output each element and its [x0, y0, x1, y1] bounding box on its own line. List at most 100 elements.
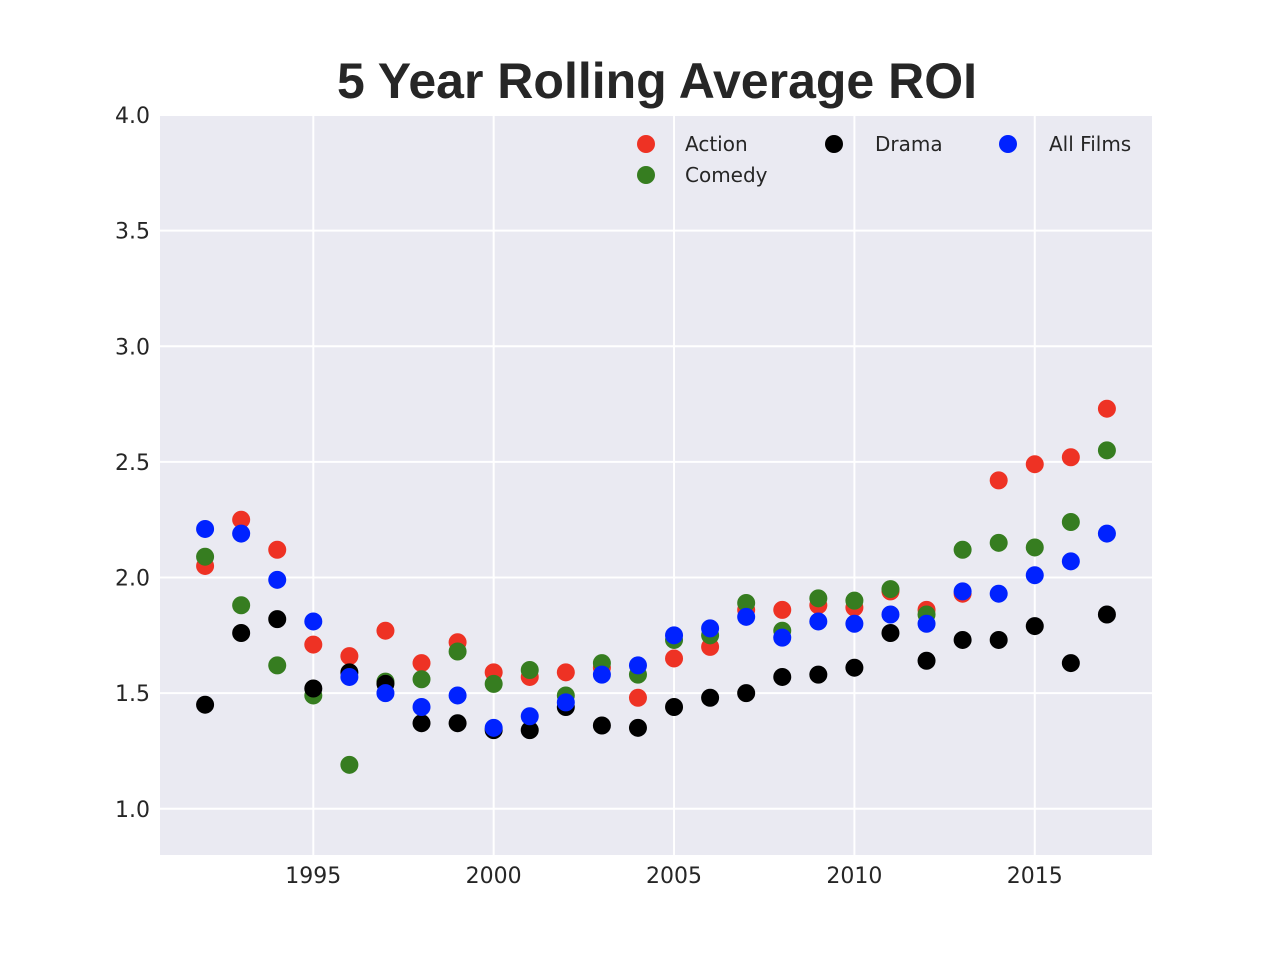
point-all-films — [592, 665, 611, 684]
point-comedy — [232, 596, 251, 615]
point-all-films — [881, 605, 900, 624]
tick-labels: 1995 2000 2005 2010 2015 1.0 1.5 2.0 2.5 3.0 3.5 4.… — [115, 104, 1063, 889]
point-comedy — [881, 580, 900, 599]
point-all-films — [628, 656, 647, 675]
point-all-films — [412, 698, 431, 716]
point-drama — [268, 610, 287, 629]
point-action — [1025, 455, 1044, 474]
y-tick-label: 4.0 — [115, 104, 150, 129]
point-comedy — [737, 593, 756, 612]
point-action — [268, 540, 287, 559]
x-tick-label: 2015 — [1007, 864, 1063, 889]
point-comedy — [412, 670, 431, 689]
point-drama — [809, 665, 828, 684]
point-drama — [592, 716, 611, 735]
point-all-films — [917, 614, 936, 633]
y-tick-label: 3.0 — [115, 335, 150, 360]
point-all-films — [809, 612, 828, 631]
y-tick-label: 1.5 — [115, 682, 150, 707]
y-tick-label: 1.0 — [115, 798, 150, 823]
point-all-films — [665, 626, 684, 645]
point-all-films — [268, 570, 287, 589]
y-tick-label: 2.0 — [115, 567, 150, 592]
point-all-films — [520, 707, 539, 726]
point-action — [773, 600, 792, 619]
point-all-films — [773, 628, 792, 647]
plot-area — [160, 115, 1152, 855]
legend-marker-drama — [825, 135, 843, 153]
point-comedy — [809, 589, 828, 608]
point-action — [412, 654, 431, 673]
point-comedy — [1061, 513, 1080, 531]
point-drama — [953, 630, 972, 649]
point-all-films — [989, 584, 1008, 603]
point-drama — [701, 688, 720, 707]
point-all-films — [340, 667, 359, 686]
point-drama — [1025, 617, 1044, 636]
point-comedy — [953, 540, 972, 559]
grid-lines — [160, 114, 1152, 855]
point-all-films — [953, 582, 972, 601]
x-tick-label: 2005 — [646, 864, 702, 889]
legend-label-comedy: Comedy — [685, 163, 768, 187]
point-comedy — [520, 661, 539, 679]
point-drama — [665, 698, 684, 716]
point-drama — [448, 714, 467, 733]
x-tick-label: 2000 — [466, 864, 522, 889]
point-all-films — [376, 684, 395, 703]
point-comedy — [989, 533, 1008, 552]
chart-title: 5 Year Rolling Average ROI — [337, 53, 977, 109]
legend-marker-action — [637, 135, 655, 153]
y-tick-label: 2.5 — [115, 451, 150, 476]
point-drama — [1097, 605, 1116, 624]
point-action — [376, 621, 395, 640]
legend-label-action: Action — [685, 132, 748, 156]
point-comedy — [448, 642, 467, 661]
data-points — [196, 399, 1116, 774]
point-comedy — [1097, 441, 1116, 460]
point-all-films — [845, 614, 864, 633]
point-action — [1061, 448, 1080, 467]
point-all-films — [304, 612, 323, 631]
point-comedy — [484, 674, 503, 693]
legend: Action Comedy Drama All Films — [637, 132, 1131, 187]
x-tick-label: 2010 — [826, 864, 882, 889]
point-drama — [917, 651, 936, 670]
point-action — [989, 471, 1008, 490]
point-drama — [1061, 654, 1080, 673]
point-all-films — [196, 519, 215, 538]
point-all-films — [1097, 524, 1116, 543]
point-drama — [520, 721, 539, 740]
point-drama — [412, 714, 431, 733]
point-action — [304, 635, 323, 654]
point-all-films — [1061, 552, 1080, 571]
legend-marker-comedy — [637, 166, 655, 184]
legend-marker-all-films — [999, 135, 1017, 153]
point-all-films — [701, 619, 720, 638]
point-action — [556, 663, 575, 682]
point-drama — [304, 679, 323, 698]
point-comedy — [196, 547, 215, 566]
point-action — [1097, 399, 1116, 418]
point-all-films — [232, 524, 251, 543]
point-drama — [845, 658, 864, 677]
point-all-films — [448, 686, 467, 705]
point-drama — [989, 630, 1008, 649]
point-comedy — [340, 755, 359, 774]
point-comedy — [1025, 538, 1044, 557]
legend-label-all-films: All Films — [1049, 132, 1131, 156]
point-drama — [628, 718, 647, 737]
point-action — [232, 510, 251, 529]
point-all-films — [556, 693, 575, 712]
point-drama — [196, 695, 215, 714]
x-tick-label: 1995 — [285, 864, 341, 889]
legend-label-drama: Drama — [875, 132, 943, 156]
point-comedy — [845, 591, 864, 610]
point-drama — [773, 667, 792, 686]
point-all-films — [1025, 566, 1044, 585]
point-drama — [737, 684, 756, 703]
point-action — [665, 649, 684, 668]
point-all-films — [737, 607, 756, 626]
point-action — [340, 647, 359, 666]
